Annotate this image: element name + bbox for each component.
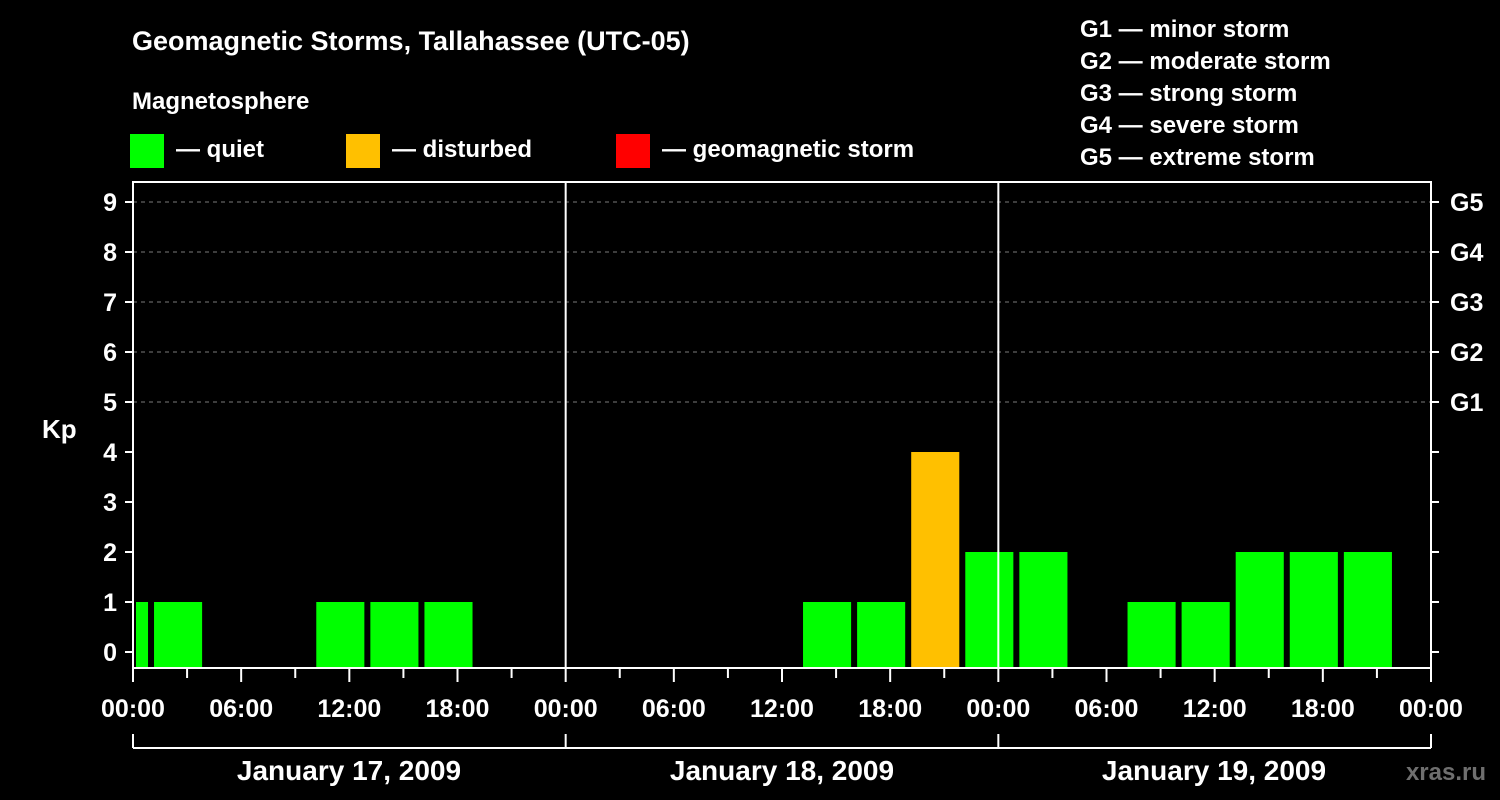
legend-label-quiet: — quiet	[176, 136, 264, 163]
kp-bar-13	[1235, 552, 1284, 668]
axis-ticks	[125, 201, 1439, 682]
legend-swatch-storm	[616, 134, 650, 168]
legend-heading: Magnetosphere	[132, 88, 309, 115]
y-tick-label-8: 8	[103, 239, 117, 267]
legend-swatch-disturbed	[346, 134, 380, 168]
x-tick-label-7: 18:00	[858, 695, 922, 723]
y-tick-label-6: 6	[103, 339, 117, 367]
x-tick-label-10: 12:00	[1183, 695, 1247, 723]
kp-bar-2	[154, 602, 203, 668]
day-label-3: January 19, 2009	[1102, 755, 1326, 786]
x-tick-label-5: 06:00	[642, 695, 706, 723]
kp-bar-3	[316, 602, 365, 668]
storm-scale-g2: G2 — moderate storm	[1080, 48, 1331, 75]
axis-labels: 0 1 2 3 4 5 6 7 8 9 G1 G2 G3 G4 G5 00:00 06:00 12:00 18:00…	[101, 189, 1483, 723]
x-tick-label-9: 06:00	[1075, 695, 1139, 723]
x-tick-label-12: 00:00	[1399, 695, 1463, 723]
grid-lines	[133, 201, 1431, 403]
y-tick-label-7: 7	[103, 289, 117, 317]
y-tick-label-1: 1	[103, 589, 117, 617]
kp-bar-8	[911, 452, 960, 668]
chart-title: Geomagnetic Storms, Tallahassee (UTC-05)	[132, 26, 690, 56]
y-tick-label-4: 4	[103, 439, 117, 467]
y-axis-label: Kp	[42, 414, 77, 444]
bars	[136, 452, 1392, 668]
day-brackets	[132, 734, 1432, 749]
kp-bar-1	[136, 602, 149, 668]
kp-bar-11	[1127, 602, 1176, 668]
credit-watermark: xras.ru	[1406, 759, 1486, 786]
storm-scale-g5: G5 — extreme storm	[1080, 144, 1315, 171]
kp-bar-6	[803, 602, 852, 668]
x-tick-label-0: 00:00	[101, 695, 165, 723]
g-label-g2: G2	[1450, 339, 1483, 367]
kp-bar-4	[370, 602, 419, 668]
y-tick-label-5: 5	[103, 389, 117, 417]
y-tick-label-0: 0	[103, 639, 117, 667]
kp-bar-10	[1019, 552, 1068, 668]
storm-scale-g3: G3 — strong storm	[1080, 80, 1297, 107]
x-tick-label-4: 00:00	[534, 695, 598, 723]
legend-label-disturbed: — disturbed	[392, 136, 532, 163]
day-label-1: January 17, 2009	[237, 755, 461, 786]
kp-bar-9	[965, 552, 1014, 668]
g-label-g3: G3	[1450, 289, 1483, 317]
storm-scale-g1: G1 — minor storm	[1080, 16, 1289, 43]
x-tick-label-8: 00:00	[966, 695, 1030, 723]
legend-swatch-quiet	[130, 134, 164, 168]
y-tick-label-3: 3	[103, 489, 117, 517]
kp-bar-12	[1181, 602, 1230, 668]
x-tick-label-1: 06:00	[209, 695, 273, 723]
legend-label-storm: — geomagnetic storm	[662, 136, 914, 163]
storm-scale-g4: G4 — severe storm	[1080, 112, 1299, 139]
g-label-g1: G1	[1450, 389, 1483, 417]
kp-bar-15	[1343, 552, 1392, 668]
x-tick-label-6: 12:00	[750, 695, 814, 723]
x-tick-label-2: 12:00	[317, 695, 381, 723]
kp-bar-7	[857, 602, 906, 668]
g-label-g4: G4	[1450, 239, 1483, 267]
y-tick-label-9: 9	[103, 189, 117, 217]
x-tick-label-3: 18:00	[426, 695, 490, 723]
storm-scale-legend: G1 — minor storm G2 — moderate storm G3 …	[1080, 16, 1331, 171]
y-tick-label-2: 2	[103, 539, 117, 567]
day-label-2: January 18, 2009	[670, 755, 894, 786]
x-tick-label-11: 18:00	[1291, 695, 1355, 723]
g-label-g5: G5	[1450, 189, 1483, 217]
kp-bar-14	[1289, 552, 1338, 668]
kp-bar-5	[424, 602, 473, 668]
